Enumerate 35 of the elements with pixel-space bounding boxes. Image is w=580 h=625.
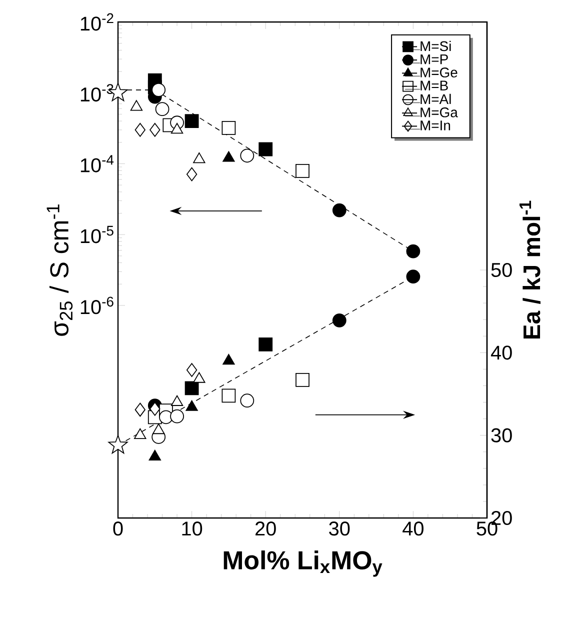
point (332, 203, 346, 218)
point (152, 82, 166, 97)
y2-tick-label: 50 (491, 262, 512, 278)
legend-label: M=Al (420, 94, 451, 104)
x-tick-label: 40 (402, 522, 424, 536)
point (130, 100, 143, 111)
text: Ea / kJ mol$^{-1}$ (520, 200, 541, 339)
point (184, 114, 199, 128)
y2-tick-label: 30 (491, 428, 512, 442)
text: Mol% Li$_{x}$MO$_{y}$ (224, 550, 382, 577)
y-axis-title: σ$_{25}$ / S cm$^{-1}$ (46, 204, 73, 336)
legend-label: M=Ge (420, 68, 458, 78)
point (134, 122, 146, 137)
legend-label: M=Si (420, 40, 451, 52)
point (150, 122, 160, 137)
y-tick-label: 10$^{-6}$ (80, 296, 114, 314)
y-tick-label: 10$^{-5}$ (80, 226, 114, 244)
legend-label: M=Ga (420, 107, 458, 118)
x-tick-label: 0 (113, 522, 123, 536)
legend-label: M=P (420, 54, 448, 64)
x-tick-label: 30 (329, 522, 350, 536)
y-tick-label: 10$^{-4}$ (80, 155, 114, 172)
y2-tick-label: 40 (490, 346, 512, 360)
point (170, 122, 184, 134)
point (222, 151, 235, 162)
point (258, 142, 273, 156)
x-tick-label: 20 (256, 522, 276, 536)
point (222, 120, 236, 135)
x-tick-label: 10 (182, 522, 202, 536)
point (406, 244, 420, 258)
legend-label: M=B (420, 80, 448, 90)
point (186, 167, 198, 182)
y-tick-label: 10$^{-2}$ (80, 13, 114, 31)
point (193, 152, 206, 164)
legend-label: M=In (420, 120, 450, 130)
